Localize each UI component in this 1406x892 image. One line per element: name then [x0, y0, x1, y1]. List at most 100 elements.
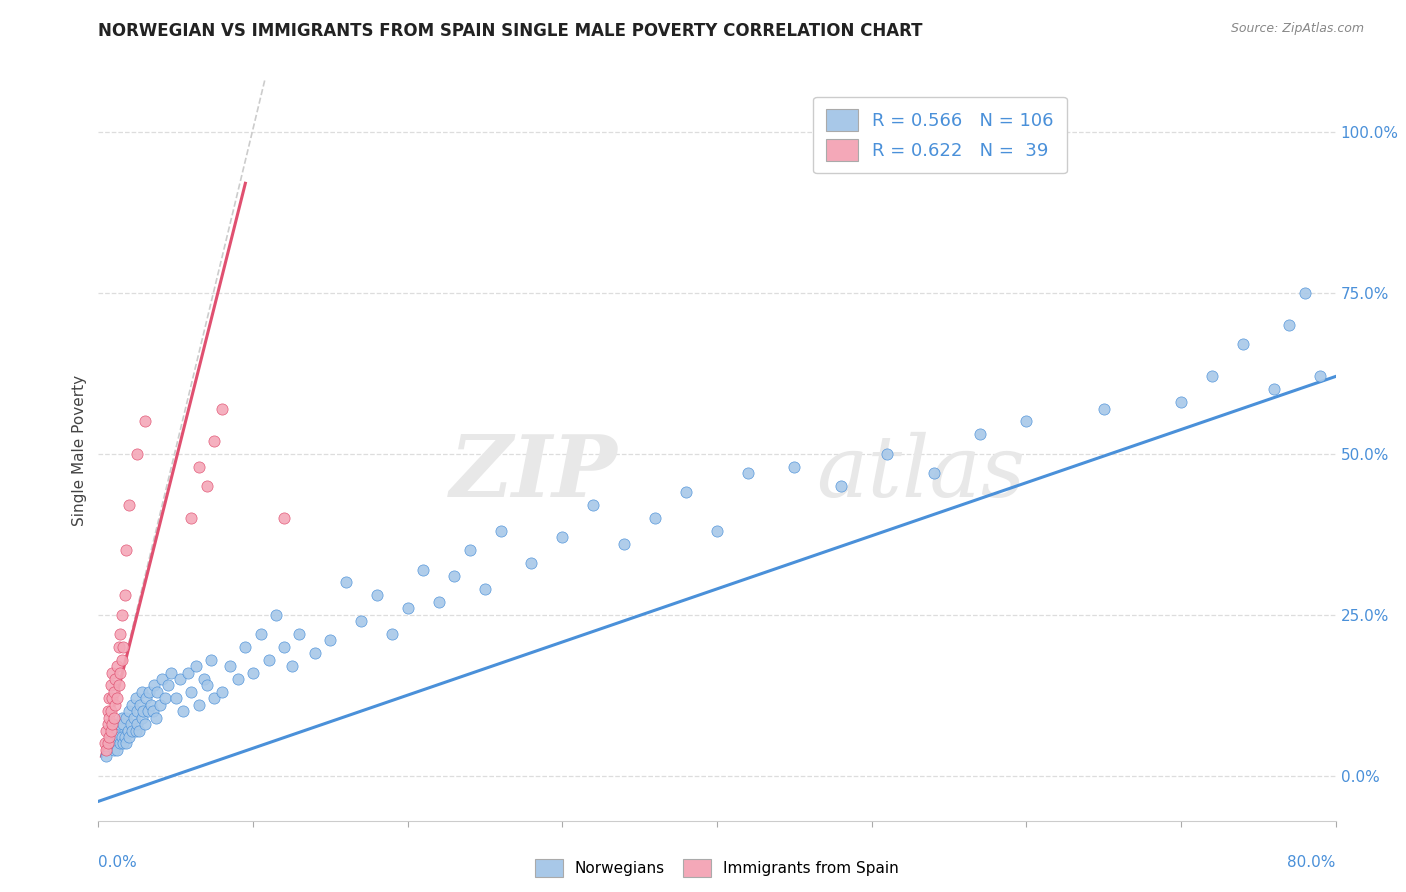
Point [153, 691, 176, 706]
Point [115, 711, 138, 725]
Point [96, 743, 118, 757]
Point [134, 415, 156, 429]
Point [204, 434, 226, 448]
Text: atlas: atlas [815, 432, 1025, 514]
Point [250, 627, 273, 641]
Point [101, 665, 124, 680]
Point [132, 704, 155, 718]
Point [219, 659, 242, 673]
Point [146, 685, 169, 699]
Point [706, 524, 728, 538]
Point [143, 678, 166, 692]
Text: NORWEGIAN VS IMMIGRANTS FROM SPAIN SINGLE MALE POVERTY CORRELATION CHART: NORWEGIAN VS IMMIGRANTS FROM SPAIN SINGL… [98, 22, 922, 40]
Point [136, 704, 159, 718]
Point [93, 736, 115, 750]
Point [211, 401, 233, 416]
Point [103, 723, 125, 738]
Point [582, 498, 605, 512]
Point [98, 691, 121, 706]
Point [128, 723, 150, 738]
Point [104, 736, 127, 750]
Point [169, 672, 191, 686]
Point [107, 730, 129, 744]
Point [145, 711, 167, 725]
Point [105, 723, 128, 738]
Point [226, 672, 249, 686]
Point [127, 704, 149, 718]
Point [97, 704, 120, 718]
Point [969, 427, 991, 442]
Point [112, 736, 135, 750]
Point [257, 653, 280, 667]
Point [103, 743, 125, 757]
Text: 80.0%: 80.0% [1288, 855, 1336, 870]
Point [675, 485, 697, 500]
Point [613, 537, 636, 551]
Point [124, 691, 146, 706]
Point [200, 653, 222, 667]
Point [96, 749, 118, 764]
Point [644, 511, 666, 525]
Point [1294, 285, 1316, 300]
Point [551, 530, 574, 544]
Point [193, 672, 215, 686]
Point [1263, 382, 1285, 396]
Point [127, 447, 149, 461]
Point [188, 459, 211, 474]
Point [242, 665, 264, 680]
Point [335, 575, 357, 590]
Point [1201, 369, 1223, 384]
Point [112, 640, 135, 654]
Text: 0.0%: 0.0% [98, 855, 138, 870]
Point [204, 691, 226, 706]
Point [114, 588, 136, 602]
Point [105, 691, 128, 706]
Point [266, 607, 288, 622]
Point [177, 665, 200, 680]
Point [281, 659, 304, 673]
Point [97, 736, 120, 750]
Point [135, 691, 157, 706]
Point [114, 730, 136, 744]
Point [100, 736, 122, 750]
Point [105, 743, 128, 757]
Point [117, 723, 139, 738]
Point [111, 730, 134, 744]
Point [366, 588, 388, 602]
Point [188, 698, 211, 712]
Point [180, 685, 202, 699]
Point [101, 730, 124, 744]
Point [520, 556, 543, 570]
Point [427, 595, 450, 609]
Point [173, 704, 195, 718]
Point [830, 479, 852, 493]
Point [108, 627, 131, 641]
Point [474, 582, 496, 596]
Point [111, 607, 134, 622]
Point [1092, 401, 1115, 416]
Point [273, 511, 295, 525]
Point [118, 730, 141, 744]
Point [160, 665, 183, 680]
Point [1232, 337, 1254, 351]
Point [235, 640, 257, 654]
Point [350, 614, 373, 628]
Point [121, 698, 143, 712]
Point [96, 723, 118, 738]
Point [112, 717, 135, 731]
Point [98, 711, 121, 725]
Point [304, 646, 326, 660]
Point [142, 704, 165, 718]
Point [138, 685, 160, 699]
Point [108, 665, 131, 680]
Point [157, 678, 180, 692]
Point [107, 678, 129, 692]
Point [127, 717, 149, 731]
Point [381, 627, 404, 641]
Point [288, 627, 311, 641]
Point [412, 563, 434, 577]
Point [97, 717, 120, 731]
Point [134, 717, 156, 731]
Point [98, 730, 121, 744]
Point [1278, 318, 1301, 332]
